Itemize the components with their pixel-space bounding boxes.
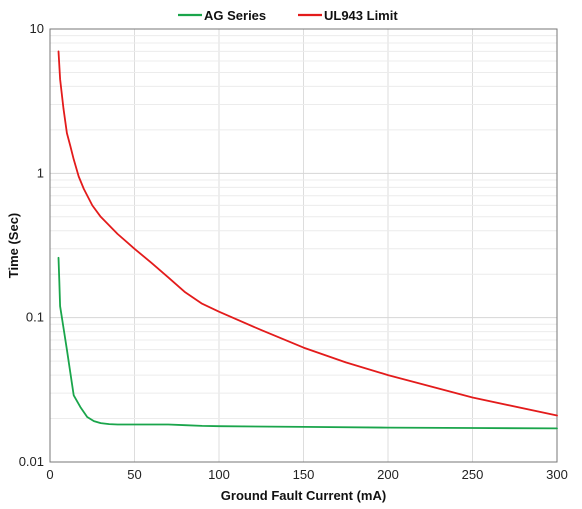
y-tick-label: 1: [37, 165, 44, 180]
y-axis-title: Time (Sec): [6, 213, 21, 279]
x-tick-label: 250: [462, 467, 484, 482]
series-line-ul943-limit: [57, 50, 558, 417]
legend-label-ul943-limit: UL943 Limit: [324, 8, 398, 23]
x-tick-label: 0: [46, 467, 53, 482]
legend-label-ag-series: AG Series: [204, 8, 266, 23]
x-tick-label: 50: [127, 467, 141, 482]
series-line-ag-series: [57, 256, 558, 430]
grid: [49, 29, 558, 463]
y-tick-label: 0.01: [19, 454, 44, 469]
tick-labels: 0 50 100 150 200 250 300 0.01 0.1 1 10: [19, 21, 568, 482]
x-tick-label: 150: [293, 467, 315, 482]
x-tick-label: 200: [377, 467, 399, 482]
x-tick-label: 300: [546, 467, 568, 482]
plot-frame: [49, 28, 558, 463]
x-axis-title: Ground Fault Current (mA): [221, 488, 386, 503]
legend: AG Series UL943 Limit: [178, 8, 398, 23]
y-tick-label: 10: [30, 21, 44, 36]
x-tick-label: 100: [208, 467, 230, 482]
series-lines: [57, 50, 558, 430]
y-tick-label: 0.1: [26, 310, 44, 325]
